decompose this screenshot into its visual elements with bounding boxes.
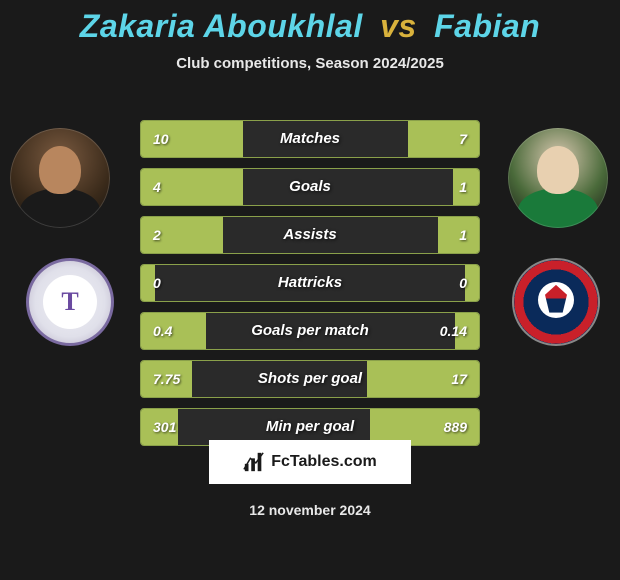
stat-label: Goals xyxy=(141,169,479,205)
club1-badge xyxy=(26,258,114,346)
stat-label: Hattricks xyxy=(141,265,479,301)
stat-value-right: 1 xyxy=(459,169,467,205)
avatar-head xyxy=(537,146,579,194)
stat-row-hattricks: 0 Hattricks 0 xyxy=(140,264,480,302)
avatar-shirt xyxy=(20,188,100,228)
player1-name: Zakaria Aboukhlal xyxy=(80,8,363,44)
stat-value-right: 0 xyxy=(459,265,467,301)
stat-label: Assists xyxy=(141,217,479,253)
stat-row-goals-per-match: 0.4 Goals per match 0.14 xyxy=(140,312,480,350)
club2-badge xyxy=(512,258,600,346)
bar-chart-icon xyxy=(243,451,265,473)
stat-label: Goals per match xyxy=(141,313,479,349)
stat-value-right: 7 xyxy=(459,121,467,157)
stat-value-right: 17 xyxy=(451,361,467,397)
stats-panel: 10 Matches 7 4 Goals 1 2 Assists 1 0 Hat… xyxy=(140,120,480,456)
stat-label: Matches xyxy=(141,121,479,157)
comparison-title: Zakaria Aboukhlal vs Fabian xyxy=(0,0,620,45)
stat-value-right: 1 xyxy=(459,217,467,253)
brand-badge[interactable]: FcTables.com xyxy=(209,440,411,484)
stat-row-matches: 10 Matches 7 xyxy=(140,120,480,158)
season-subtitle: Club competitions, Season 2024/2025 xyxy=(0,55,620,72)
stat-row-assists: 2 Assists 1 xyxy=(140,216,480,254)
stat-value-right: 889 xyxy=(444,409,467,445)
stat-row-goals: 4 Goals 1 xyxy=(140,168,480,206)
stat-row-shots-per-goal: 7.75 Shots per goal 17 xyxy=(140,360,480,398)
brand-text: FcTables.com xyxy=(271,453,377,471)
avatar-head xyxy=(39,146,81,194)
avatar-shirt xyxy=(518,188,598,228)
player2-name: Fabian xyxy=(434,8,540,44)
snapshot-date: 12 november 2024 xyxy=(0,502,620,518)
stat-label: Shots per goal xyxy=(141,361,479,397)
vs-separator: vs xyxy=(380,8,417,44)
stat-value-right: 0.14 xyxy=(440,313,467,349)
player2-avatar xyxy=(508,128,608,228)
player1-avatar xyxy=(10,128,110,228)
